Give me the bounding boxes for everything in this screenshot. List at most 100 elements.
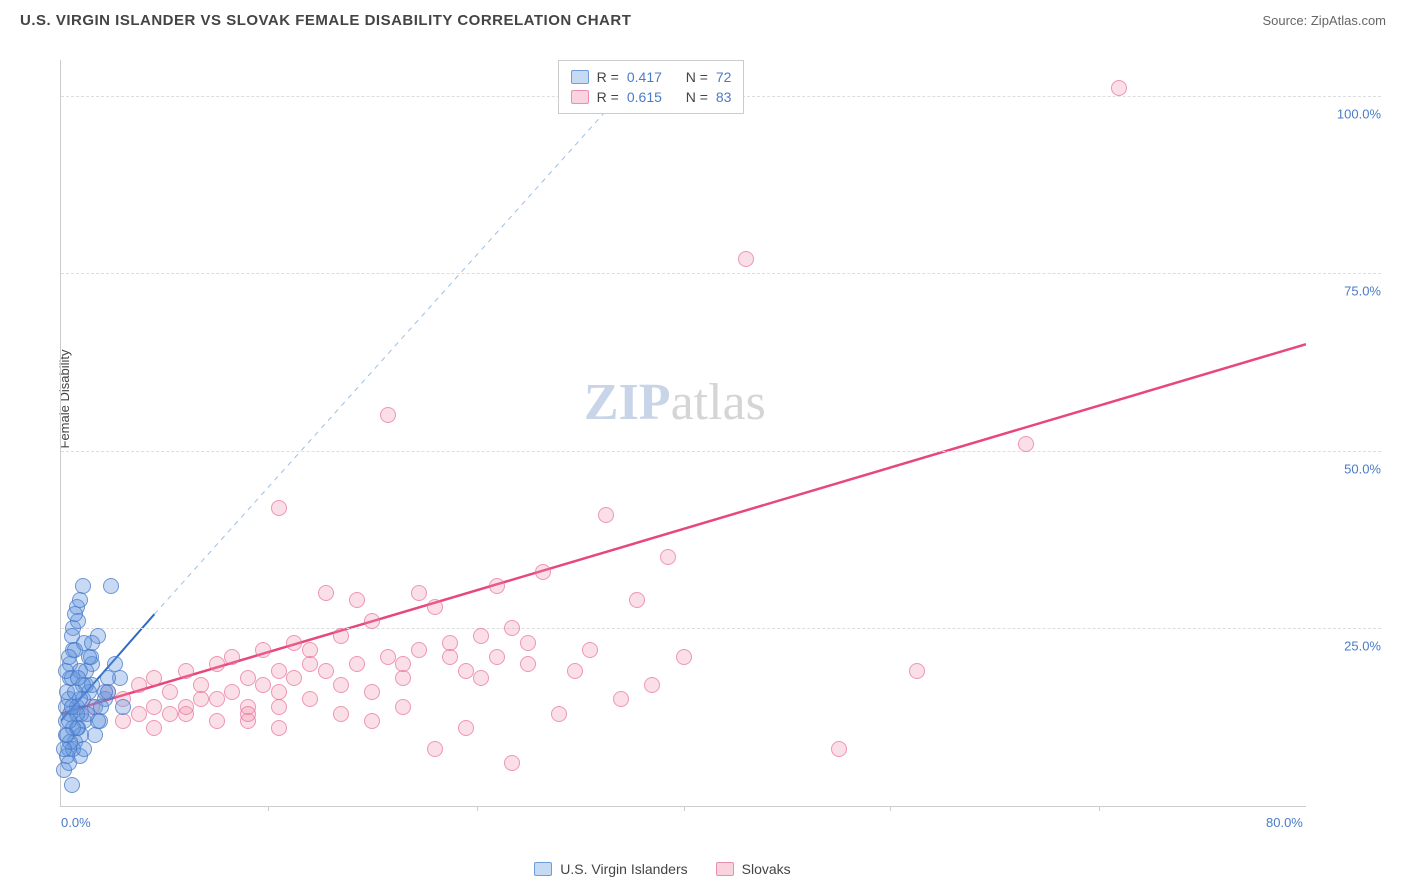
scatter-point	[81, 649, 97, 665]
scatter-point	[318, 663, 334, 679]
scatter-point	[535, 564, 551, 580]
scatter-point	[286, 635, 302, 651]
scatter-point	[411, 585, 427, 601]
scatter-point	[84, 635, 100, 651]
scatter-point	[504, 620, 520, 636]
x-tick-mark	[268, 806, 269, 811]
scatter-point	[115, 713, 131, 729]
scatter-point	[427, 741, 443, 757]
scatter-point	[90, 713, 106, 729]
scatter-point	[103, 578, 119, 594]
scatter-point	[520, 635, 536, 651]
y-tick-label: 50.0%	[1321, 461, 1381, 476]
scatter-point	[224, 684, 240, 700]
trend-lines-svg	[61, 60, 1306, 806]
scatter-point	[93, 699, 109, 715]
scatter-point	[458, 720, 474, 736]
x-tick-mark	[477, 806, 478, 811]
y-tick-label: 25.0%	[1321, 639, 1381, 654]
scatter-point	[395, 656, 411, 672]
scatter-point	[302, 642, 318, 658]
scatter-point	[193, 691, 209, 707]
scatter-point	[146, 670, 162, 686]
scatter-point	[131, 706, 147, 722]
scatter-point	[107, 656, 123, 672]
scatter-point	[427, 599, 443, 615]
scatter-point	[458, 663, 474, 679]
legend-item: U.S. Virgin Islanders	[534, 861, 687, 877]
legend-swatch	[534, 862, 552, 876]
scatter-point	[97, 684, 113, 700]
scatter-point	[61, 649, 77, 665]
stats-row: R = 0.417 N = 72	[571, 67, 732, 87]
y-tick-label: 100.0%	[1321, 106, 1381, 121]
scatter-point	[178, 663, 194, 679]
x-tick-mark	[890, 806, 891, 811]
legend-label: U.S. Virgin Islanders	[560, 861, 687, 877]
stat-n-value: 83	[716, 89, 732, 105]
scatter-point	[286, 670, 302, 686]
scatter-point	[442, 649, 458, 665]
stat-n-label: N =	[686, 69, 708, 85]
scatter-point	[1018, 436, 1034, 452]
scatter-point	[364, 713, 380, 729]
scatter-point	[100, 670, 116, 686]
scatter-point	[395, 670, 411, 686]
x-tick-label: 80.0%	[1266, 815, 1303, 830]
gridline	[61, 628, 1381, 629]
scatter-point	[271, 720, 287, 736]
scatter-point	[333, 677, 349, 693]
scatter-point	[131, 677, 147, 693]
scatter-point	[333, 706, 349, 722]
gridline	[61, 273, 1381, 274]
scatter-point	[115, 699, 131, 715]
scatter-point	[64, 699, 80, 715]
stat-n-label: N =	[686, 89, 708, 105]
scatter-point	[64, 628, 80, 644]
scatter-point	[676, 649, 692, 665]
scatter-point	[61, 713, 77, 729]
x-tick-mark	[1099, 806, 1100, 811]
chart-title: U.S. VIRGIN ISLANDER VS SLOVAK FEMALE DI…	[20, 12, 631, 29]
scatter-point	[209, 691, 225, 707]
scatter-point	[67, 606, 83, 622]
scatter-point	[255, 642, 271, 658]
stats-box: R = 0.417 N = 72 R = 0.615 N = 83	[558, 60, 745, 114]
scatter-point	[613, 691, 629, 707]
scatter-point	[255, 677, 271, 693]
scatter-point	[72, 592, 88, 608]
legend-swatch	[571, 70, 589, 84]
source-label: Source: ZipAtlas.com	[1262, 13, 1386, 28]
scatter-point	[56, 741, 72, 757]
scatter-point	[67, 684, 83, 700]
legend-item: Slovaks	[716, 861, 791, 877]
scatter-point	[318, 585, 334, 601]
scatter-point	[146, 699, 162, 715]
scatter-point	[831, 741, 847, 757]
scatter-point	[598, 507, 614, 523]
scatter-point	[364, 684, 380, 700]
x-tick-label: 0.0%	[61, 815, 91, 830]
scatter-point	[380, 407, 396, 423]
scatter-point	[520, 656, 536, 672]
x-tick-mark	[684, 806, 685, 811]
scatter-point	[240, 670, 256, 686]
scatter-point	[87, 727, 103, 743]
scatter-point	[504, 755, 520, 771]
scatter-point	[224, 649, 240, 665]
gridline	[61, 451, 1381, 452]
scatter-point	[411, 642, 427, 658]
stats-row: R = 0.615 N = 83	[571, 87, 732, 107]
scatter-point	[271, 500, 287, 516]
scatter-point	[240, 706, 256, 722]
scatter-point	[271, 699, 287, 715]
scatter-point	[209, 713, 225, 729]
scatter-point	[489, 649, 505, 665]
scatter-point	[333, 628, 349, 644]
scatter-point	[76, 741, 92, 757]
scatter-point	[909, 663, 925, 679]
scatter-point	[567, 663, 583, 679]
bottom-legend: U.S. Virgin Islanders Slovaks	[534, 861, 790, 877]
scatter-point	[271, 663, 287, 679]
scatter-point	[551, 706, 567, 722]
